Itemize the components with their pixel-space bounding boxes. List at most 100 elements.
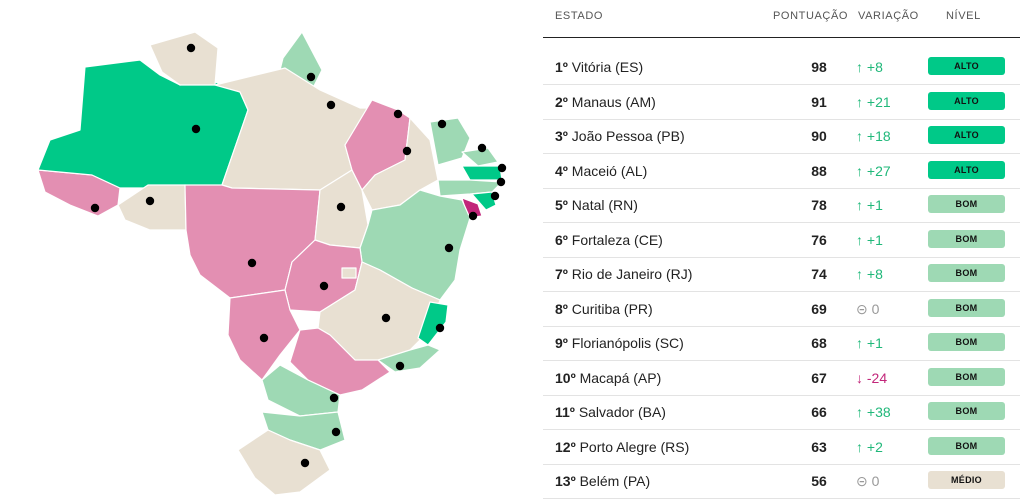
variation-number: +38 <box>866 404 891 420</box>
state-cell: 10º Macapá (AP) <box>555 370 661 386</box>
rank-label: 10º <box>555 369 576 386</box>
rank-label: 6º <box>555 231 568 248</box>
score-value: 74 <box>811 266 827 282</box>
trend-icon: ↑ <box>856 59 863 75</box>
trend-icon: ↑ <box>856 231 863 248</box>
variation-number: 0 <box>871 300 880 317</box>
score-value: 56 <box>811 473 827 489</box>
table-row: 4º Maceió (AL) 88 ↑ +27 ALTO <box>543 154 1020 189</box>
variation-value: ↑ +1 <box>856 197 883 213</box>
score-value: 67 <box>811 369 827 386</box>
score-value: 78 <box>811 197 827 213</box>
trend-icon: ↑ <box>856 128 863 144</box>
ranking-table: ESTADO PONTUAÇÃO VARIAÇÃO NÍVEL 1º Vitór… <box>543 0 1020 501</box>
header-variacao: VARIAÇÃO <box>858 10 919 22</box>
state-ro <box>117 184 187 231</box>
table-row: 11º Salvador (BA) 66 ↑ +38 BOM <box>543 395 1020 430</box>
capital-dot <box>326 100 336 110</box>
header-divider <box>543 37 1020 38</box>
trend-icon: ↓ <box>856 369 863 386</box>
level-badge: BOM <box>928 436 1005 455</box>
brazil-map <box>37 31 507 496</box>
city-label: Porto Alegre (RS) <box>579 438 690 455</box>
state-cell: 2º Manaus (AM) <box>555 94 656 110</box>
level-badge: BOM <box>928 298 1005 317</box>
variation-number: +2 <box>866 438 883 455</box>
state-cell: 8º Curitiba (PR) <box>555 301 653 317</box>
trend-icon: ↑ <box>856 266 863 282</box>
capital-dot <box>259 333 269 343</box>
trend-icon: ↑ <box>856 93 863 110</box>
table-row: 8º Curitiba (PR) 69 ⊝ 0 BOM <box>543 292 1020 327</box>
score-value: 66 <box>811 404 827 420</box>
state-cell: 13º Belém (PA) <box>555 473 650 489</box>
capital-dot <box>402 146 412 156</box>
capital-dot <box>496 177 506 187</box>
variation-number: +8 <box>866 266 883 282</box>
state-cell: 9º Florianópolis (SC) <box>555 335 684 351</box>
capital-dot <box>381 313 391 323</box>
variation-number: +18 <box>866 128 891 144</box>
city-label: Maceió (AL) <box>571 162 648 179</box>
state-cell: 5º Natal (RN) <box>555 197 638 213</box>
trend-icon: ⊝ <box>856 300 868 317</box>
rank-label: 8º <box>555 300 568 317</box>
capital-dot <box>247 258 257 268</box>
capital-dot <box>319 281 329 291</box>
rank-label: 4º <box>555 162 568 179</box>
level-badge: BOM <box>928 264 1005 282</box>
variation-number: +8 <box>866 59 883 75</box>
variation-number: 0 <box>871 473 880 489</box>
score-value: 69 <box>811 300 827 317</box>
table-row: 13º Belém (PA) 56 ⊝ 0 MÉDIO <box>543 464 1020 499</box>
city-label: Macapá (AP) <box>579 369 662 386</box>
variation-number: +27 <box>866 162 891 179</box>
variation-number: +1 <box>866 231 883 248</box>
level-badge: ALTO <box>928 57 1005 75</box>
table-row: 2º Manaus (AM) 91 ↑ +21 ALTO <box>543 85 1020 120</box>
capital-dot <box>145 196 155 206</box>
state-rj <box>377 344 441 373</box>
capital-dot <box>393 109 403 119</box>
state-al <box>471 191 497 211</box>
score-value: 63 <box>811 438 827 455</box>
capital-dot <box>435 323 445 333</box>
variation-value: ↑ +21 <box>856 94 891 110</box>
capital-dot <box>468 211 478 221</box>
state-rs <box>237 429 331 496</box>
variation-value: ↑ +38 <box>856 404 891 420</box>
trend-icon: ↑ <box>856 162 863 179</box>
variation-value: ↑ +1 <box>856 335 883 351</box>
capital-dot <box>300 458 310 468</box>
score-value: 76 <box>811 231 827 248</box>
rank-label: 13º <box>555 473 576 489</box>
table-row: 9º Florianópolis (SC) 68 ↑ +1 BOM <box>543 326 1020 361</box>
variation-number: +1 <box>866 197 883 213</box>
state-df <box>341 267 357 279</box>
capital-dot <box>186 43 196 53</box>
table-row: 10º Macapá (AP) 67 ↓ -24 BOM <box>543 361 1020 396</box>
trend-icon: ↑ <box>856 404 863 420</box>
state-cell: 1º Vitória (ES) <box>555 59 643 75</box>
score-value: 68 <box>811 335 827 351</box>
state-cell: 11º Salvador (BA) <box>555 404 666 420</box>
table-row: 5º Natal (RN) 78 ↑ +1 BOM <box>543 188 1020 223</box>
variation-number: +21 <box>866 93 891 110</box>
city-label: Salvador (BA) <box>578 404 666 420</box>
level-badge: MÉDIO <box>928 471 1005 489</box>
capital-dot <box>477 143 487 153</box>
rank-label: 2º <box>555 93 568 110</box>
table-row: 1º Vitória (ES) 98 ↑ +8 ALTO <box>543 50 1020 85</box>
capital-dot <box>306 72 316 82</box>
table-row: 3º João Pessoa (PB) 90 ↑ +18 ALTO <box>543 119 1020 154</box>
variation-value: ↑ +27 <box>856 163 891 179</box>
variation-number: +1 <box>866 335 883 351</box>
city-label: Natal (RN) <box>571 197 638 213</box>
variation-value: ↑ +2 <box>856 439 883 455</box>
trend-icon: ↑ <box>856 438 863 455</box>
city-label: Florianópolis (SC) <box>571 335 684 351</box>
level-badge: BOM <box>928 367 1005 386</box>
city-label: Vitória (ES) <box>571 59 644 75</box>
rank-label: 9º <box>555 335 568 351</box>
score-value: 90 <box>811 128 827 144</box>
